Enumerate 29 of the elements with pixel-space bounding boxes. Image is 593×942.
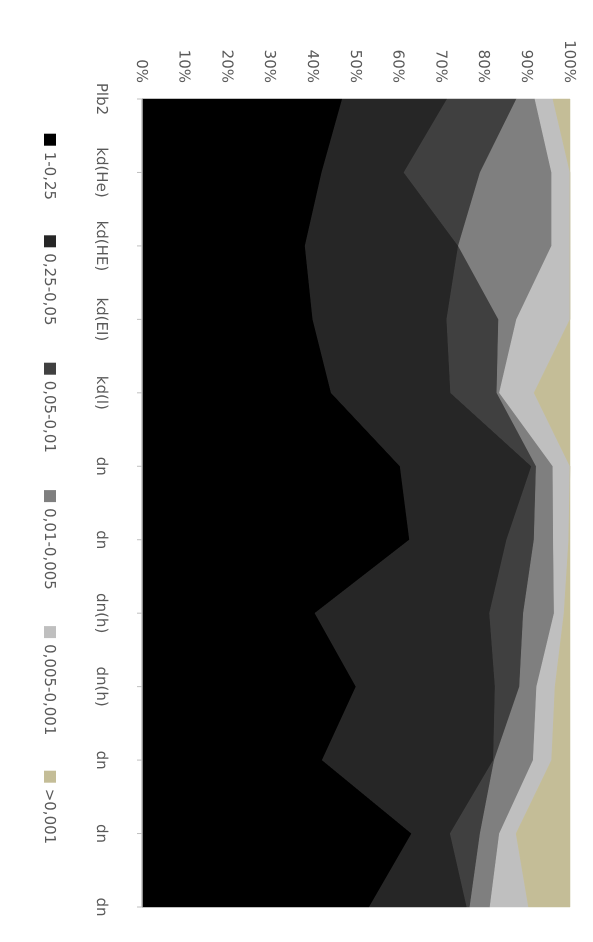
- y-tick-label: dn: [92, 824, 111, 844]
- y-tick-label: dn: [92, 750, 111, 770]
- y-tick-label: Plb2: [92, 82, 111, 116]
- y-tick-label: kd(EI): [92, 297, 111, 342]
- y-tick-label: dn(h): [92, 593, 111, 634]
- y-tick-label: kd(l): [92, 376, 111, 410]
- legend-label: 0,005-0,001: [40, 644, 59, 736]
- legend-label: 0,25-0,05: [40, 253, 59, 326]
- legend-label: 0,01-0,005: [40, 508, 59, 590]
- x-tick-label: 0%: [132, 59, 151, 83]
- x-tick-label: 60%: [390, 50, 408, 83]
- x-tick-label: 30%: [261, 50, 280, 83]
- legend-label: 1-0,25: [40, 152, 59, 200]
- legend-label: 0,05-0,01: [40, 380, 59, 453]
- legend-label: >0,001: [40, 788, 59, 844]
- y-tick-label: kd(He): [92, 147, 111, 198]
- y-tick-label: dn: [92, 897, 111, 917]
- x-tick-label: 80%: [475, 50, 494, 83]
- y-tick-label: dn: [92, 456, 111, 476]
- x-tick-label: 70%: [432, 50, 450, 83]
- x-tick-label: 10%: [176, 50, 194, 83]
- x-tick-label: 100%: [560, 40, 579, 83]
- y-tick-label: dn(h): [92, 666, 111, 707]
- x-tick-label: 40%: [304, 50, 322, 83]
- x-tick-label: 20%: [218, 50, 236, 83]
- y-tick-label: dn: [92, 530, 111, 550]
- y-tick-label: kd(HE): [92, 220, 111, 272]
- x-tick-label: 90%: [518, 50, 536, 83]
- x-tick-label: 50%: [346, 50, 365, 83]
